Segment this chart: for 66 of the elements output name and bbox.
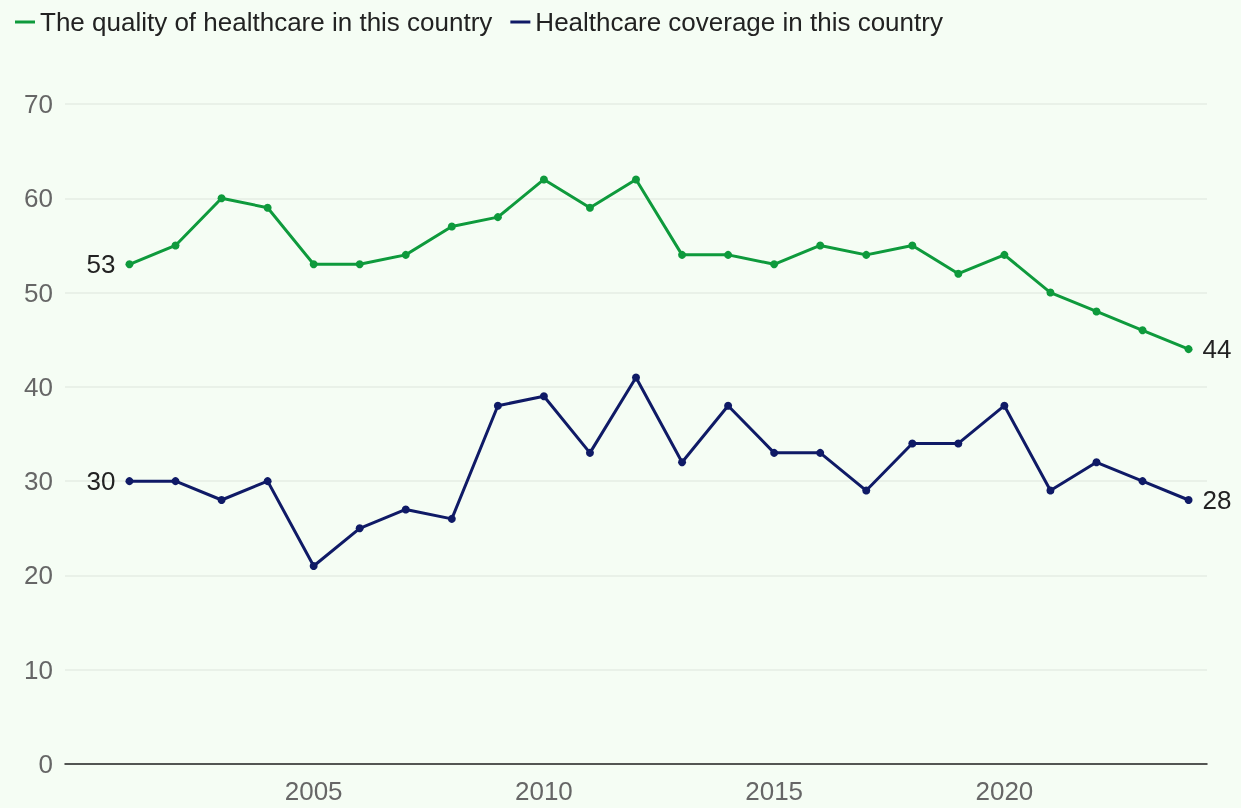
y-tick-label: 30 [24,466,53,497]
y-tick-label: 10 [24,654,53,685]
point [770,260,779,269]
point [1000,250,1009,259]
x-tick-label: 2010 [514,776,573,806]
x-tick-label: 2005 [284,776,343,806]
point [539,392,548,401]
y-tick-label: 40 [24,371,53,402]
point [309,562,318,570]
x-tick-label: 2015 [745,776,804,806]
point [263,203,272,212]
point [171,477,180,486]
point [908,439,917,448]
point [585,203,594,212]
point [401,505,410,514]
point [217,496,226,504]
point [1092,458,1101,467]
point [1138,326,1147,335]
point [447,222,456,231]
point [309,260,318,269]
x-tick-label: 2020 [975,776,1034,806]
point [954,439,963,448]
point [125,260,134,269]
point [632,175,640,184]
point [355,524,364,533]
y-tick-label: 70 [24,89,53,119]
point [862,250,871,259]
point [263,477,272,486]
point [1046,288,1055,297]
point [816,241,825,250]
point [171,241,180,250]
point [1000,401,1009,410]
data-label: 53 [86,249,116,280]
y-tick-label: 50 [24,277,53,308]
point [493,401,502,410]
point [1138,477,1147,486]
point [125,477,134,486]
point [1046,486,1055,495]
point [493,213,502,222]
point [1184,345,1193,354]
data-label: 28 [1202,485,1232,515]
point [908,241,917,250]
point [724,401,733,410]
y-tick-label: 60 [24,183,53,214]
y-tick-label: 0 [38,749,53,779]
point [770,448,779,457]
point [816,448,825,457]
data-label: 30 [86,466,116,497]
legend-label: The quality of healthcare in this country [40,7,493,37]
point [539,175,548,184]
point [585,448,594,457]
point [447,514,456,523]
point [954,269,963,278]
point [1092,307,1101,316]
point [678,250,687,259]
point [401,250,410,259]
point [678,458,687,467]
point [217,194,226,203]
data-label: 44 [1202,334,1232,365]
point [862,486,871,495]
point [355,260,364,269]
point [632,373,640,382]
point [724,250,733,259]
point [1184,496,1193,504]
legend-label: Healthcare coverage in this country [535,7,943,37]
y-tick-label: 20 [24,560,53,591]
